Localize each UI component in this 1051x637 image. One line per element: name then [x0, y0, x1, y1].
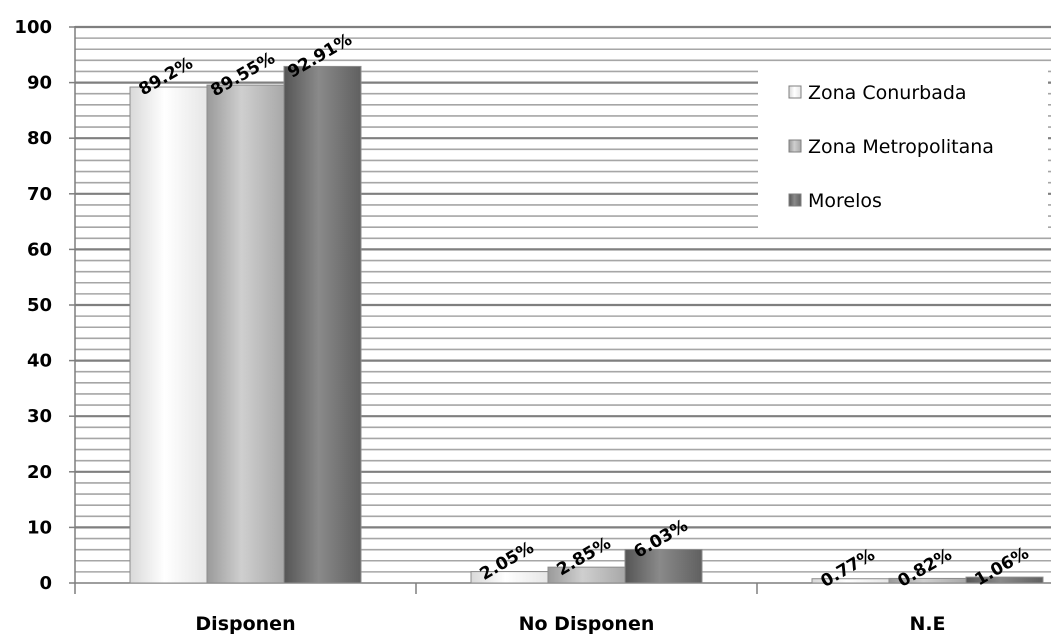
legend-swatch	[788, 193, 802, 207]
y-tick-label: 40	[27, 351, 52, 372]
legend: Zona Conurbada Zona Metropolitana Morelos	[758, 62, 1048, 230]
y-tick-label: 50	[27, 295, 52, 316]
legend-swatch	[788, 85, 802, 99]
y-tick-label: 80	[27, 128, 52, 149]
legend-label: Morelos	[808, 190, 882, 212]
y-tick-label: 70	[27, 184, 52, 205]
bar	[283, 65, 362, 584]
bar	[965, 576, 1044, 584]
y-tick-label: 0	[39, 573, 52, 594]
bar	[129, 86, 208, 584]
x-category-label: Disponen	[195, 613, 295, 635]
x-category-label: No Disponen	[519, 613, 655, 635]
y-tick-label: 90	[27, 73, 52, 94]
y-tick-label: 20	[27, 462, 52, 483]
legend-swatch	[788, 139, 802, 153]
data-label: 0.77%	[817, 545, 878, 592]
bars	[129, 65, 1044, 584]
y-tick-label: 60	[27, 239, 52, 260]
y-tick-label: 10	[27, 517, 52, 538]
legend-label: Zona Metropolitana	[808, 136, 994, 158]
data-label: 0.82%	[894, 545, 955, 592]
y-tick-label: 30	[27, 406, 52, 427]
bar	[624, 548, 703, 584]
bar	[206, 84, 285, 584]
legend-label: Zona Conurbada	[808, 82, 967, 104]
x-category-label: N.E	[909, 613, 945, 635]
y-tick-label: 100	[14, 17, 52, 38]
legend-box	[758, 62, 1048, 230]
